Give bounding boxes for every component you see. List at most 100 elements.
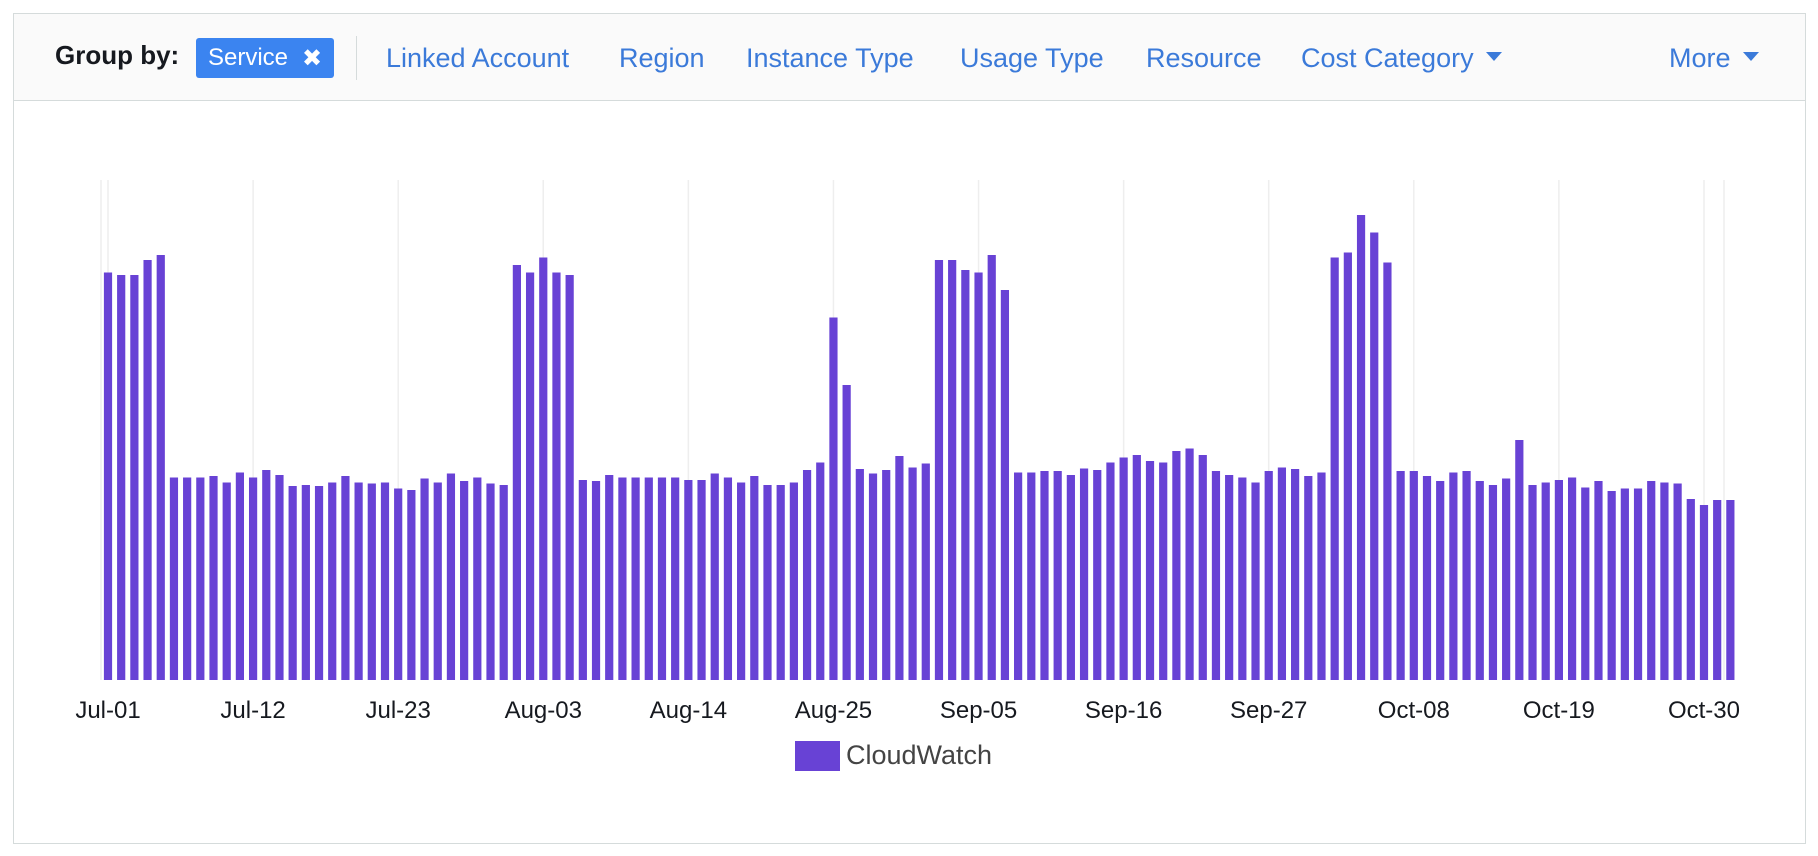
- chart-bar[interactable]: [776, 485, 785, 680]
- chart-bar[interactable]: [1713, 500, 1722, 680]
- chart-bar[interactable]: [1633, 488, 1643, 681]
- chart-bar[interactable]: [855, 469, 864, 680]
- chart-bar[interactable]: [1277, 467, 1287, 681]
- chart-bar[interactable]: [1528, 485, 1537, 680]
- cost-category-dropdown[interactable]: Cost Category: [1301, 38, 1502, 78]
- chart-bar[interactable]: [512, 265, 521, 680]
- chart-bar[interactable]: [420, 478, 429, 681]
- chart-bar[interactable]: [1607, 491, 1616, 680]
- more-dropdown[interactable]: More: [1669, 38, 1759, 78]
- chart-bar[interactable]: [130, 275, 139, 680]
- chart-bar[interactable]: [1370, 232, 1379, 681]
- chart-bar[interactable]: [1647, 481, 1656, 680]
- chart-bar[interactable]: [314, 486, 324, 680]
- chart-bar[interactable]: [341, 476, 350, 680]
- chart-bar[interactable]: [1356, 215, 1366, 680]
- chart-bar[interactable]: [763, 485, 772, 680]
- chart-bar[interactable]: [156, 255, 165, 680]
- chart-bar[interactable]: [697, 480, 706, 680]
- chart-bar[interactable]: [380, 482, 390, 681]
- service-filter-chip[interactable]: Service ✖: [196, 38, 335, 78]
- chart-bar[interactable]: [684, 480, 693, 680]
- chart-bar[interactable]: [802, 470, 812, 680]
- chart-bar[interactable]: [1449, 472, 1458, 681]
- chart-bar[interactable]: [117, 275, 126, 680]
- chart-bar[interactable]: [1119, 457, 1128, 681]
- chart-bar[interactable]: [1317, 472, 1326, 681]
- chart-bar[interactable]: [565, 275, 574, 680]
- chart-bar[interactable]: [829, 317, 838, 681]
- chart-bar[interactable]: [169, 477, 179, 681]
- chart-bar[interactable]: [1132, 455, 1141, 680]
- chart-bar[interactable]: [1541, 482, 1550, 681]
- chart-bar[interactable]: [1106, 462, 1115, 681]
- group-option-usage-type[interactable]: Usage Type: [960, 43, 1104, 73]
- chart-bar[interactable]: [499, 485, 508, 680]
- chart-bar[interactable]: [1014, 472, 1023, 681]
- chart-bar[interactable]: [407, 490, 416, 680]
- chart-bar[interactable]: [1673, 483, 1682, 681]
- chart-bar[interactable]: [1053, 471, 1062, 680]
- chart-bar[interactable]: [1225, 475, 1234, 680]
- chart-bar[interactable]: [1396, 471, 1405, 680]
- chart-bar[interactable]: [103, 272, 113, 681]
- chart-bar[interactable]: [143, 260, 152, 680]
- chart-bar[interactable]: [473, 477, 482, 681]
- chart-bar[interactable]: [816, 462, 825, 681]
- chart-bar[interactable]: [750, 476, 759, 680]
- chart-bar[interactable]: [1660, 482, 1669, 681]
- chart-bar[interactable]: [1251, 482, 1260, 681]
- chart-bar[interactable]: [433, 482, 442, 681]
- chart-bar[interactable]: [1238, 477, 1247, 681]
- close-icon[interactable]: ✖: [302, 44, 323, 72]
- chart-bar[interactable]: [1422, 476, 1432, 680]
- chart-bar[interactable]: [209, 476, 218, 680]
- chart-bar[interactable]: [1000, 290, 1010, 680]
- chart-bar[interactable]: [222, 482, 231, 681]
- chart-bar[interactable]: [1211, 471, 1221, 680]
- chart-bar[interactable]: [868, 473, 878, 681]
- chart-bar[interactable]: [1462, 471, 1471, 680]
- chart-bar[interactable]: [183, 477, 192, 681]
- chart-bar[interactable]: [631, 477, 640, 681]
- chart-bar[interactable]: [591, 481, 601, 680]
- chart-bar[interactable]: [248, 477, 258, 681]
- chart-bar[interactable]: [1066, 475, 1075, 680]
- chart-bar[interactable]: [723, 477, 733, 681]
- chart-bar[interactable]: [1515, 440, 1524, 680]
- chart-bar[interactable]: [354, 482, 363, 681]
- chart-bar[interactable]: [1027, 472, 1036, 681]
- chart-bar[interactable]: [367, 483, 376, 681]
- chart-bar[interactable]: [1726, 500, 1735, 680]
- chart-bar[interactable]: [578, 480, 587, 680]
- chart-bar[interactable]: [301, 485, 310, 680]
- chart-bar[interactable]: [1409, 471, 1418, 680]
- chart-bar[interactable]: [1079, 468, 1089, 681]
- chart-bar[interactable]: [460, 481, 469, 680]
- chart-bar[interactable]: [275, 475, 284, 680]
- chart-bar[interactable]: [1159, 462, 1168, 681]
- chart-bar[interactable]: [446, 473, 456, 681]
- chart-bar[interactable]: [987, 255, 996, 680]
- chart-bar[interactable]: [1040, 471, 1049, 680]
- chart-bar[interactable]: [961, 270, 970, 680]
- chart-bar[interactable]: [657, 477, 667, 681]
- chart-bar[interactable]: [1594, 481, 1603, 680]
- chart-bar[interactable]: [1581, 487, 1590, 681]
- chart-bar[interactable]: [262, 470, 271, 680]
- chart-bar[interactable]: [394, 488, 403, 681]
- chart-bar[interactable]: [842, 385, 851, 680]
- chart-bar[interactable]: [486, 483, 495, 681]
- chart-bar[interactable]: [974, 272, 983, 681]
- chart-bar[interactable]: [1291, 469, 1300, 680]
- chart-bar[interactable]: [934, 260, 944, 680]
- chart-bar[interactable]: [921, 463, 930, 681]
- chart-bar[interactable]: [1502, 478, 1511, 681]
- chart-bar[interactable]: [1093, 470, 1102, 680]
- chart-bar[interactable]: [1436, 481, 1445, 680]
- chart-bar[interactable]: [710, 473, 719, 681]
- chart-bar[interactable]: [789, 482, 798, 681]
- chart-bar[interactable]: [1264, 471, 1273, 680]
- chart-bar[interactable]: [552, 272, 561, 681]
- chart-bar[interactable]: [288, 486, 297, 680]
